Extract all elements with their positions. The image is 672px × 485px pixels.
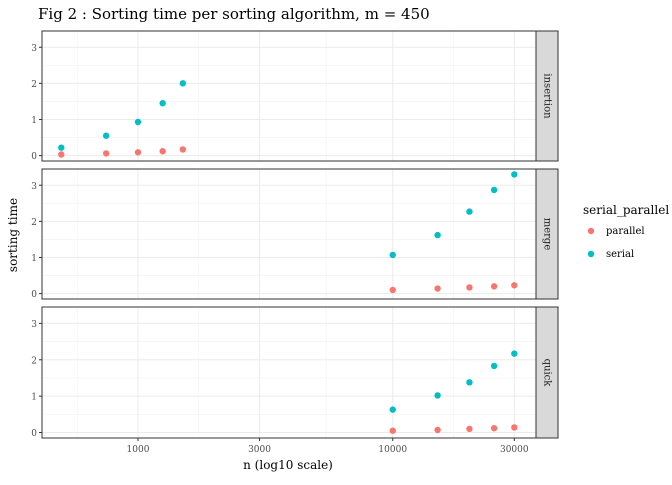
facet-panels: 0 1 2 3 insertion 0 1 2 3 merge 0 1 2 3 quick bbox=[31, 30, 559, 439]
y-tick-label: 1 bbox=[31, 254, 37, 264]
data-point-merge-serial bbox=[434, 231, 441, 239]
facet-strip-label: insertion bbox=[542, 73, 553, 119]
x-axis: 1000 3000 10000 30000 bbox=[127, 438, 529, 455]
data-point-insertion-parallel bbox=[159, 148, 166, 155]
facet-strip bbox=[535, 30, 559, 162]
data-point-quick-serial bbox=[389, 406, 396, 413]
y-axis-title: sorting time bbox=[6, 198, 20, 272]
data-point-merge-parallel bbox=[466, 284, 473, 291]
y-tick-label: 0 bbox=[31, 152, 37, 162]
data-point-insertion-parallel bbox=[102, 150, 110, 157]
data-point-merge-serial bbox=[389, 251, 396, 259]
y-tick-label: 3 bbox=[31, 182, 37, 192]
data-point-insertion-serial bbox=[159, 100, 166, 107]
legend: serial_parallel parallel serial bbox=[583, 203, 669, 260]
data-point-merge-parallel bbox=[434, 285, 441, 292]
facet-panel-quick: 0 1 2 3 quick bbox=[31, 306, 559, 439]
data-point-insertion-parallel bbox=[58, 151, 65, 158]
legend-label-parallel: parallel bbox=[606, 226, 645, 237]
facet-strip bbox=[535, 168, 559, 300]
x-axis-title: n (log10 scale) bbox=[243, 458, 333, 472]
data-point-insertion-parallel bbox=[134, 149, 142, 156]
x-tick-label: 10000 bbox=[378, 445, 407, 455]
data-point-quick-serial bbox=[490, 362, 498, 370]
data-point-quick-parallel bbox=[466, 425, 473, 433]
data-point-merge-serial bbox=[511, 171, 518, 178]
data-point-quick-parallel bbox=[511, 424, 518, 431]
data-point-merge-serial bbox=[490, 186, 498, 194]
panel-background bbox=[42, 307, 536, 438]
legend-label-serial: serial bbox=[606, 249, 634, 260]
data-point-quick-parallel bbox=[389, 427, 396, 434]
data-point-quick-serial bbox=[511, 350, 518, 357]
data-point-insertion-serial bbox=[134, 118, 142, 126]
panel-background bbox=[42, 169, 536, 299]
y-tick-label: 2 bbox=[31, 356, 37, 366]
data-point-insertion-serial bbox=[58, 144, 65, 151]
facet-strip bbox=[535, 306, 559, 439]
legend-key-serial bbox=[587, 250, 595, 258]
data-point-quick-serial bbox=[466, 379, 473, 386]
facet-panel-insertion: 0 1 2 3 insertion bbox=[31, 30, 559, 162]
x-tick-label: 3000 bbox=[248, 445, 271, 455]
y-tick-label: 0 bbox=[31, 290, 37, 300]
y-tick-label: 1 bbox=[31, 116, 37, 126]
y-tick-label: 3 bbox=[31, 320, 37, 330]
data-point-quick-parallel bbox=[434, 426, 441, 434]
facet-strip-label: merge bbox=[542, 218, 553, 251]
data-point-quick-serial bbox=[434, 392, 441, 399]
data-point-merge-serial bbox=[466, 208, 473, 215]
data-point-insertion-parallel bbox=[179, 146, 187, 153]
legend-key-parallel bbox=[587, 227, 595, 235]
chart-title: Fig 2 : Sorting time per sorting algorit… bbox=[38, 5, 430, 23]
y-tick-label: 1 bbox=[31, 393, 37, 403]
legend-title: serial_parallel bbox=[583, 203, 669, 217]
data-point-insertion-serial bbox=[102, 132, 110, 139]
y-tick-label: 2 bbox=[31, 80, 37, 90]
facet-panel-merge: 0 1 2 3 merge bbox=[31, 168, 559, 300]
x-tick-label: 1000 bbox=[127, 445, 150, 455]
facet-strip-label: quick bbox=[542, 359, 553, 388]
y-tick-label: 3 bbox=[31, 44, 37, 54]
data-point-insertion-serial bbox=[179, 80, 187, 87]
y-tick-label: 0 bbox=[31, 429, 37, 439]
x-tick-label: 30000 bbox=[500, 445, 529, 455]
data-point-merge-parallel bbox=[511, 282, 518, 289]
data-point-merge-parallel bbox=[490, 283, 498, 290]
data-point-quick-parallel bbox=[490, 424, 498, 432]
data-point-merge-parallel bbox=[389, 286, 396, 294]
y-tick-label: 2 bbox=[31, 218, 37, 228]
panel-background bbox=[42, 31, 536, 161]
